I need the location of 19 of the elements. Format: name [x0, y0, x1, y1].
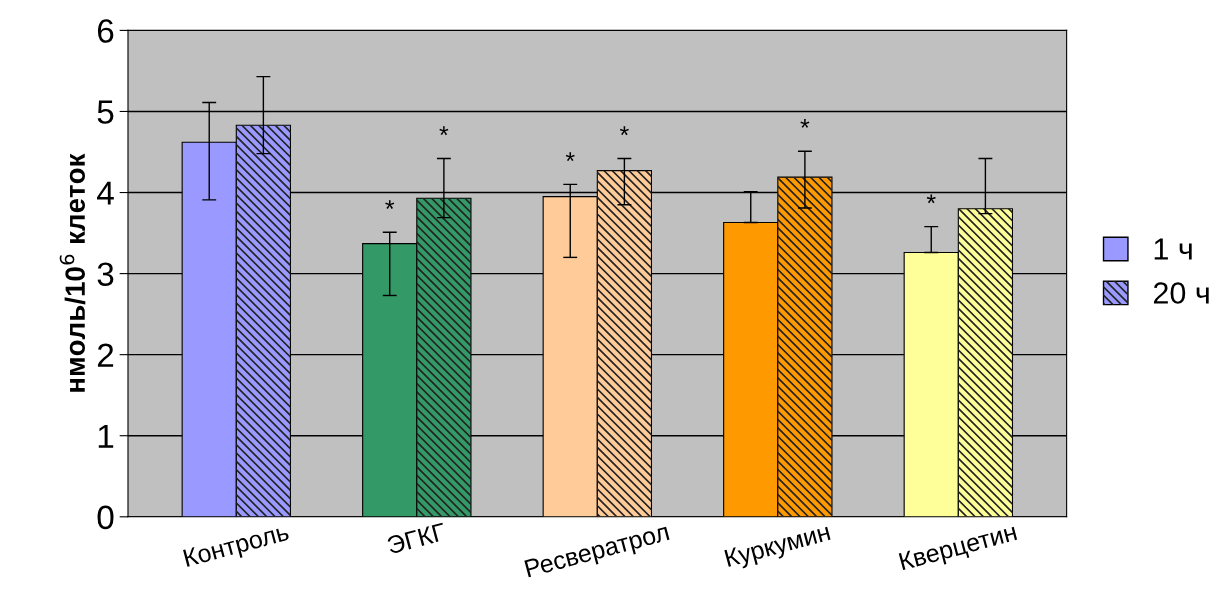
data-label: *: [439, 126, 449, 136]
y-tick-label: 4: [97, 181, 114, 205]
y-axis-title: нмоль/10$^{6}$ клеток: [59, 153, 86, 392]
data-label: *: [800, 119, 810, 128]
y-tick-label: 3: [97, 262, 114, 287]
x-tick-label: ЭГКГ: [386, 522, 447, 555]
data-label: *: [619, 126, 629, 136]
data-label: *: [385, 200, 395, 209]
data-label: *: [565, 152, 575, 162]
y-tick-label: 0: [97, 505, 114, 530]
legend-label: 1 ч: [1154, 238, 1192, 260]
y-tick-label: 5: [97, 100, 114, 124]
y-tick-label: 6: [97, 19, 114, 43]
y-tick-label: 2: [97, 343, 114, 367]
y-tick-label: 1: [98, 424, 114, 448]
legend-label: 20 ч: [1153, 282, 1209, 304]
x-tick-label: Контроль: [183, 522, 291, 572]
x-tick-label: Куркумин: [724, 523, 832, 572]
data-label: *: [926, 194, 936, 204]
